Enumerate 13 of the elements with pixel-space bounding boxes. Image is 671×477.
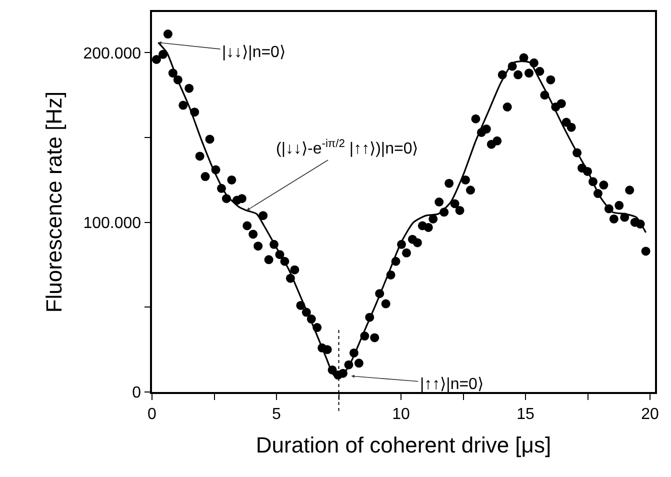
y-tick-label: 0	[132, 384, 142, 402]
x-tick-label: 20	[641, 406, 660, 423]
annotation: |↑↑⟩|n=0⟩	[420, 376, 484, 393]
annotation: (|↓↓⟩-e$^{-iπ/2}$ |↑↑⟩)|n=0⟩	[276, 138, 418, 158]
x-axis-title: Duration of coherent drive [μs]	[256, 432, 552, 458]
annotation: |↓↓⟩|n=0⟩	[222, 44, 286, 61]
y-tick-label: 200.000	[83, 45, 142, 62]
x-tick-label: 5	[272, 406, 282, 423]
y-tick-label: 100.000	[83, 214, 142, 232]
x-tick-label: 15	[516, 406, 535, 423]
x-tick-label: 0	[148, 406, 157, 423]
x-tick-label: 10	[392, 406, 410, 423]
y-axis-title: Fluorescence rate [Hz]	[42, 91, 67, 313]
